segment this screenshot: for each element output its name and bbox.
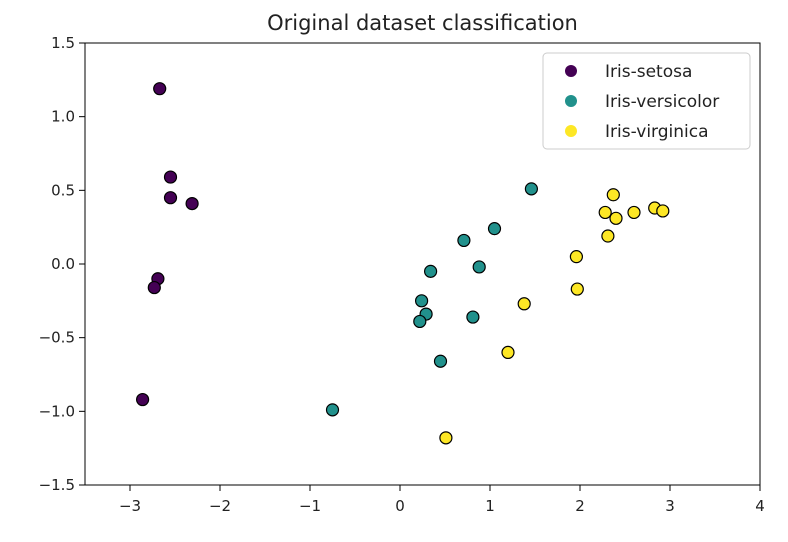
legend-label: Iris-setosa bbox=[605, 62, 692, 82]
x-tick-label: −3 bbox=[119, 497, 141, 515]
data-point bbox=[466, 310, 480, 324]
legend-marker bbox=[565, 125, 577, 137]
data-point bbox=[185, 196, 199, 211]
data-point bbox=[569, 250, 584, 264]
chart-title: Original dataset classification bbox=[267, 11, 578, 35]
y-axis: −1.5 −1.0 −0.5 0.0 0.5 1.0 1.5 bbox=[39, 34, 85, 494]
x-tick-label: 0 bbox=[395, 497, 405, 515]
y-tick-label: −1.5 bbox=[39, 476, 75, 494]
y-tick-label: 0.5 bbox=[51, 181, 75, 199]
x-tick-label: 1 bbox=[485, 497, 495, 515]
x-tick-label: 4 bbox=[755, 497, 765, 515]
x-tick-label: −1 bbox=[299, 497, 321, 515]
data-point bbox=[517, 297, 531, 311]
y-tick-label: 0.0 bbox=[51, 255, 75, 273]
data-point bbox=[609, 211, 623, 225]
data-point bbox=[433, 354, 448, 368]
data-point bbox=[147, 280, 161, 295]
y-tick-label: 1.5 bbox=[51, 34, 75, 52]
y-tick-label: −0.5 bbox=[39, 329, 75, 347]
data-points bbox=[136, 82, 670, 445]
y-tick-label: −1.0 bbox=[39, 402, 75, 420]
data-point bbox=[598, 205, 612, 220]
legend-box bbox=[542, 52, 751, 150]
x-tick-label: 3 bbox=[665, 497, 675, 515]
data-point bbox=[601, 229, 615, 243]
data-point bbox=[570, 282, 584, 296]
data-point bbox=[472, 260, 486, 274]
legend-label: Iris-virginica bbox=[605, 122, 709, 142]
data-point bbox=[487, 222, 502, 236]
x-tick-label: −2 bbox=[209, 497, 231, 515]
data-point bbox=[457, 233, 471, 248]
data-point bbox=[501, 345, 515, 359]
y-tick-label: 1.0 bbox=[51, 108, 75, 126]
data-point bbox=[325, 403, 340, 417]
data-point bbox=[415, 294, 429, 308]
data-point bbox=[163, 170, 178, 184]
data-point bbox=[136, 392, 150, 407]
data-point bbox=[439, 431, 453, 445]
legend-label: Iris-versicolor bbox=[605, 92, 719, 112]
legend-marker bbox=[565, 95, 577, 107]
data-point bbox=[424, 264, 438, 278]
data-point bbox=[153, 82, 167, 96]
data-point bbox=[524, 182, 539, 196]
x-axis: −3 −2 −1 0 1 2 3 4 bbox=[119, 485, 765, 515]
legend-marker bbox=[565, 65, 577, 77]
data-point bbox=[413, 314, 427, 329]
data-point bbox=[627, 205, 641, 220]
x-tick-label: 2 bbox=[575, 497, 585, 515]
legend: Iris-setosa Iris-versicolor Iris-virginica bbox=[542, 52, 751, 150]
data-point bbox=[163, 191, 178, 205]
data-point bbox=[606, 188, 620, 202]
data-point bbox=[656, 204, 670, 218]
